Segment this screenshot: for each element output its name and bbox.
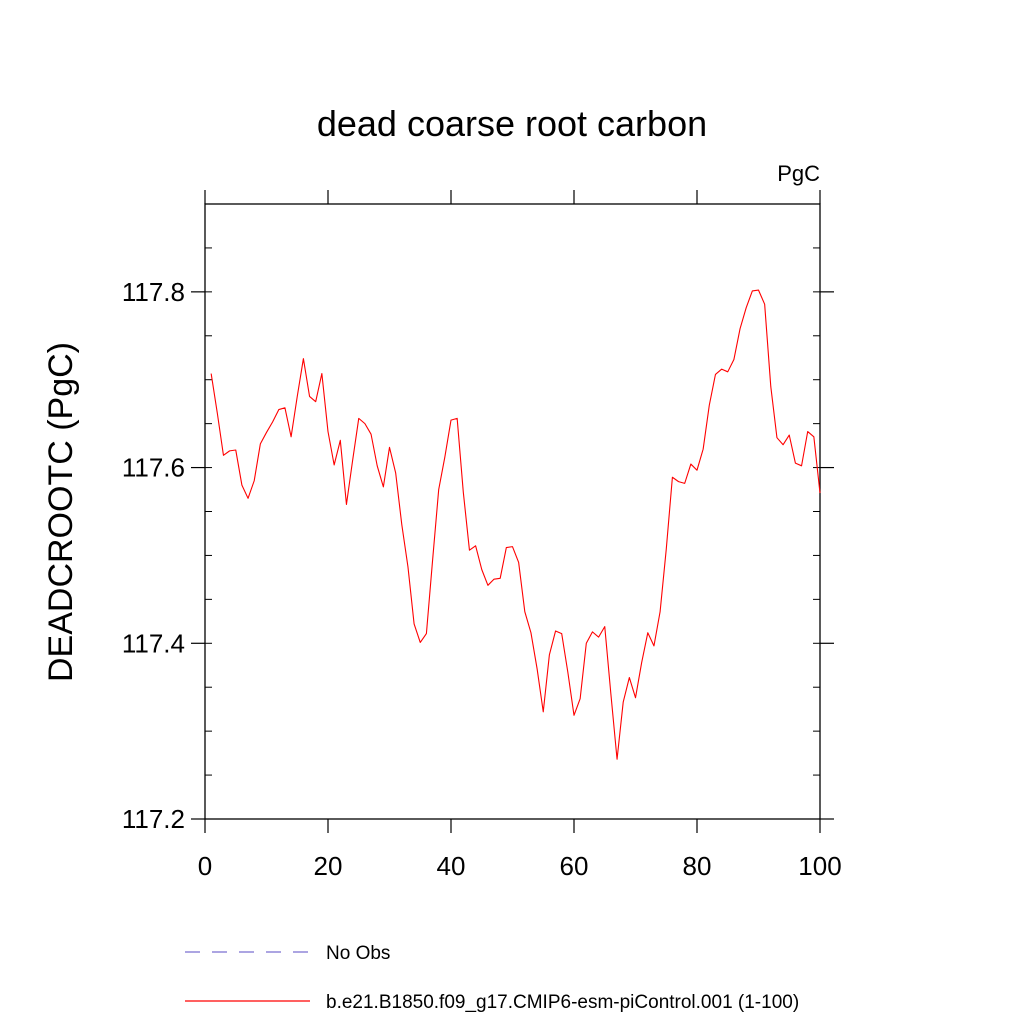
x-tick-label: 80 xyxy=(683,851,712,881)
y-tick-label: 117.2 xyxy=(122,804,185,834)
x-tick-label: 0 xyxy=(198,851,212,881)
x-tick-label: 100 xyxy=(798,851,841,881)
x-tick-label: 40 xyxy=(437,851,466,881)
series-layer xyxy=(210,289,821,760)
x-tick-label: 60 xyxy=(560,851,589,881)
y-tick-label: 117.6 xyxy=(122,453,185,483)
axis-tick-labels: 0 20 40 60 80 100 117.2 117.4 117.6 117.8 xyxy=(122,277,842,881)
y-tick-label: 117.4 xyxy=(122,628,185,658)
series-line xyxy=(210,289,821,760)
legend: No Obs b.e21.B1850.f09_g17.CMIP6-esm-piC… xyxy=(185,943,799,1013)
units-label: PgC xyxy=(777,161,820,186)
plot-frame xyxy=(204,203,821,820)
y-tick-label: 117.8 xyxy=(122,277,185,307)
axis-ticks xyxy=(191,190,834,833)
x-tick-label: 20 xyxy=(314,851,343,881)
legend-label-no-obs: No Obs xyxy=(326,943,390,964)
chart-title: dead coarse root carbon xyxy=(317,103,707,144)
legend-label-control-run: b.e21.B1850.f09_g17.CMIP6-esm-piControl.… xyxy=(326,992,799,1013)
y-axis-label: DEADCROOTC (PgC) xyxy=(42,342,80,682)
